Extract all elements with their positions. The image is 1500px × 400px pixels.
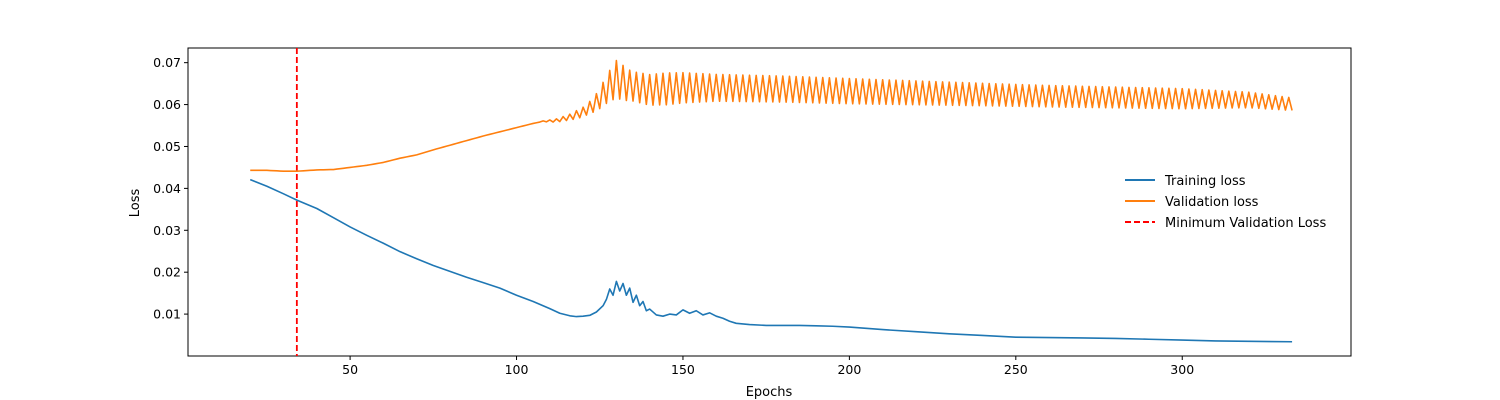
y-tick-label: 0.04 <box>153 181 181 196</box>
x-tick-label: 100 <box>505 362 529 377</box>
x-tick-label: 50 <box>342 362 358 377</box>
plot-frame <box>187 47 1352 357</box>
validation-loss-line <box>250 59 1293 172</box>
x-axis-ticks: 50 100 150 200 250 300 <box>342 356 1194 377</box>
y-tick-label: 0.05 <box>153 139 181 154</box>
y-tick-label: 0.07 <box>153 55 181 70</box>
x-tick-label: 200 <box>837 362 861 377</box>
series-layer <box>249 48 1293 356</box>
y-tick-label: 0.01 <box>153 307 181 322</box>
x-tick-label: 300 <box>1170 362 1194 377</box>
y-tick-label: 0.02 <box>153 265 181 280</box>
x-tick-label: 250 <box>1004 362 1028 377</box>
legend: Training loss Validation loss Minimum Va… <box>1125 174 1326 231</box>
y-tick-label: 0.06 <box>153 97 181 112</box>
legend-label-validation: Validation loss <box>1165 195 1259 210</box>
plot-area: 50 100 150 200 250 300 0.010.020.030.040.050.… <box>153 47 1352 377</box>
y-axis-label: Loss <box>128 189 143 218</box>
legend-label-min-val: Minimum Validation Loss <box>1165 216 1326 231</box>
y-tick-label: 0.03 <box>153 223 181 238</box>
x-axis-label: Epochs <box>746 385 793 400</box>
x-tick-label: 150 <box>671 362 695 377</box>
training-loss-line <box>249 178 1293 343</box>
y-axis-ticks: 0.01 0.02 0.03 0.04 0.05 0.06 0.07 <box>153 55 188 322</box>
legend-label-training: Training loss <box>1164 174 1246 189</box>
